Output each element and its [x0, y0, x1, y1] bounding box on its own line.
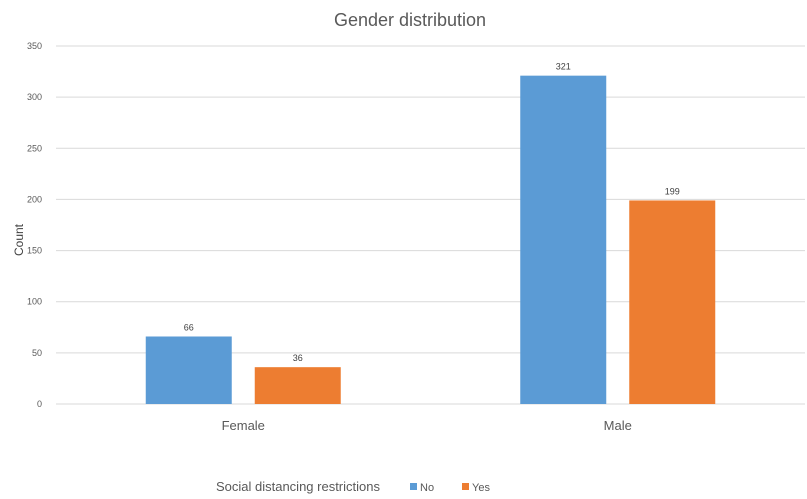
y-tick-label: 50 [32, 348, 42, 358]
bar-female-yes [254, 367, 341, 404]
bar-female-no [145, 336, 232, 404]
legend: Social distancing restrictions No Yes [216, 479, 490, 494]
data-labels: 66 36 321 199 [184, 62, 680, 364]
legend-swatch-yes [462, 483, 469, 490]
bar-male-yes [629, 200, 716, 404]
x-tick-label: Male [604, 418, 632, 433]
legend-title: Social distancing restrictions [216, 479, 381, 494]
legend-label-no: No [420, 482, 434, 494]
y-tick-label: 300 [27, 92, 42, 102]
legend-swatch-no [410, 483, 417, 490]
y-tick-label: 350 [27, 41, 42, 51]
bar-male-no [520, 75, 607, 405]
bars [145, 75, 716, 405]
data-label: 199 [665, 186, 680, 196]
legend-label-yes: Yes [472, 482, 490, 494]
data-label: 36 [293, 353, 303, 363]
x-tick-label: Female [222, 418, 265, 433]
chart-title: Gender distribution [334, 10, 486, 30]
x-tick-labels: Female Male [222, 418, 632, 433]
y-tick-label: 100 [27, 297, 42, 307]
y-tick-labels: 0 50 100 150 200 250 300 350 [27, 41, 42, 409]
data-label: 66 [184, 322, 194, 332]
y-tick-label: 0 [37, 399, 42, 409]
data-label: 321 [556, 62, 571, 72]
y-tick-label: 250 [27, 143, 42, 153]
y-axis-label: Count [12, 223, 26, 256]
y-tick-label: 200 [27, 194, 42, 204]
y-tick-label: 150 [27, 246, 42, 256]
